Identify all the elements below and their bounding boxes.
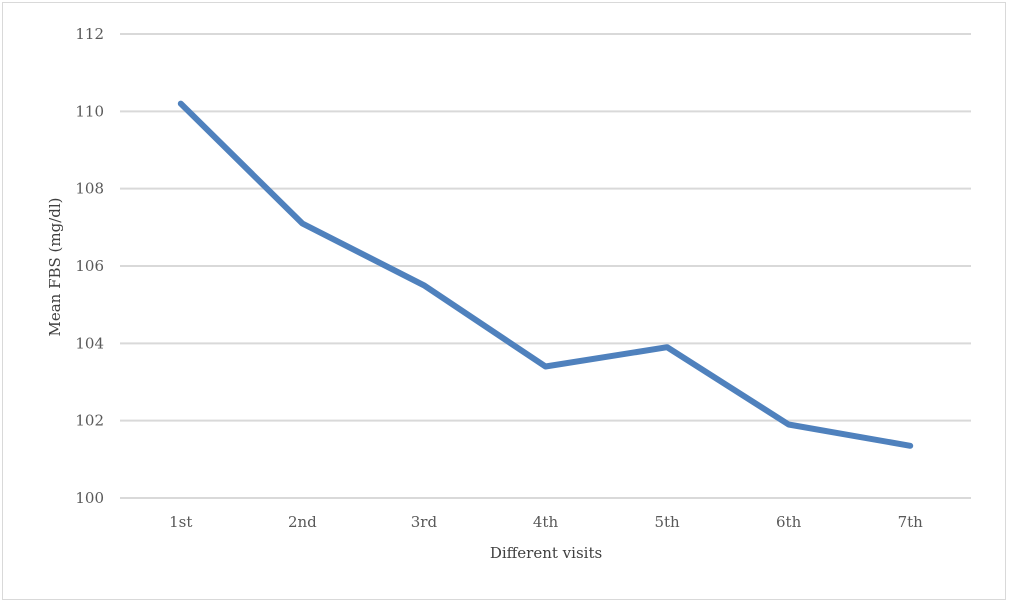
- y-tick-label: 110: [75, 102, 104, 120]
- series-group: [177, 100, 914, 449]
- y-tick-label: 108: [75, 180, 104, 198]
- x-tick-label: 3rd: [411, 513, 438, 531]
- y-tick-label: 106: [75, 257, 104, 275]
- x-tick-label: 1st: [169, 513, 192, 531]
- x-tick-label: 6th: [776, 513, 802, 531]
- y-tick-label: 104: [75, 334, 104, 352]
- x-tick-label: 7th: [898, 513, 924, 531]
- x-tick-label: 2nd: [288, 513, 317, 531]
- x-tick-labels: 1st 2nd 3rd 4th 5th 6th 7th: [169, 513, 923, 531]
- x-tick-label: 4th: [533, 513, 559, 531]
- y-axis-title: Mean FBS (mg/dl): [46, 197, 64, 336]
- x-tick-label: 5th: [654, 513, 680, 531]
- gridlines: [120, 33, 971, 499]
- x-axis-title: Different visits: [490, 544, 602, 562]
- series-line: [177, 100, 914, 449]
- y-tick-label: 112: [75, 25, 104, 43]
- y-tick-label: 102: [75, 412, 104, 430]
- y-tick-label: 100: [75, 489, 104, 507]
- y-tick-labels: 100 102 104 106 108 110 112: [75, 25, 104, 507]
